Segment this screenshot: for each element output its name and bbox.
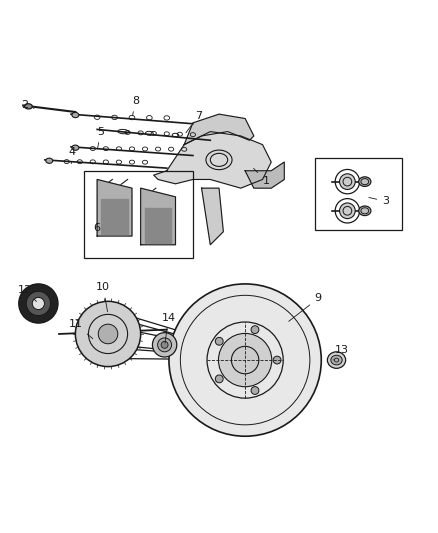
Polygon shape — [102, 199, 127, 234]
Circle shape — [152, 333, 177, 357]
Bar — [84, 171, 193, 258]
Ellipse shape — [359, 206, 371, 215]
Text: 4: 4 — [69, 147, 76, 164]
Polygon shape — [201, 188, 223, 245]
Circle shape — [98, 324, 118, 344]
Text: 1: 1 — [254, 168, 269, 186]
Bar — [315, 158, 402, 230]
Polygon shape — [145, 208, 171, 243]
Ellipse shape — [327, 352, 346, 368]
Text: 8: 8 — [132, 96, 139, 116]
Circle shape — [26, 292, 50, 316]
Ellipse shape — [359, 177, 371, 187]
Polygon shape — [154, 132, 271, 188]
Ellipse shape — [46, 158, 53, 163]
Circle shape — [158, 338, 172, 352]
Text: 3: 3 — [369, 196, 389, 206]
Text: 11: 11 — [69, 319, 93, 338]
Polygon shape — [97, 180, 132, 236]
Circle shape — [251, 326, 259, 334]
Text: 13: 13 — [333, 345, 348, 360]
Text: 14: 14 — [162, 313, 176, 343]
Text: 12: 12 — [18, 285, 36, 302]
Text: 10: 10 — [96, 282, 110, 312]
Circle shape — [231, 346, 259, 374]
Circle shape — [75, 301, 141, 367]
Circle shape — [215, 375, 223, 383]
Polygon shape — [245, 162, 284, 188]
Polygon shape — [141, 188, 176, 245]
Circle shape — [219, 334, 272, 387]
Circle shape — [215, 337, 223, 345]
Ellipse shape — [72, 145, 79, 150]
Ellipse shape — [25, 104, 32, 109]
Text: 6: 6 — [93, 223, 100, 233]
Circle shape — [19, 284, 58, 323]
Circle shape — [161, 341, 168, 349]
Text: 9: 9 — [289, 293, 322, 321]
Text: 2: 2 — [21, 100, 34, 110]
Ellipse shape — [72, 112, 79, 118]
Text: 7: 7 — [186, 110, 202, 133]
Ellipse shape — [331, 356, 342, 365]
Circle shape — [32, 297, 45, 310]
Circle shape — [339, 203, 355, 219]
Circle shape — [339, 174, 355, 189]
Circle shape — [169, 284, 321, 436]
Polygon shape — [184, 114, 254, 144]
Text: 5: 5 — [97, 127, 104, 148]
Circle shape — [251, 386, 259, 394]
Circle shape — [273, 356, 281, 364]
